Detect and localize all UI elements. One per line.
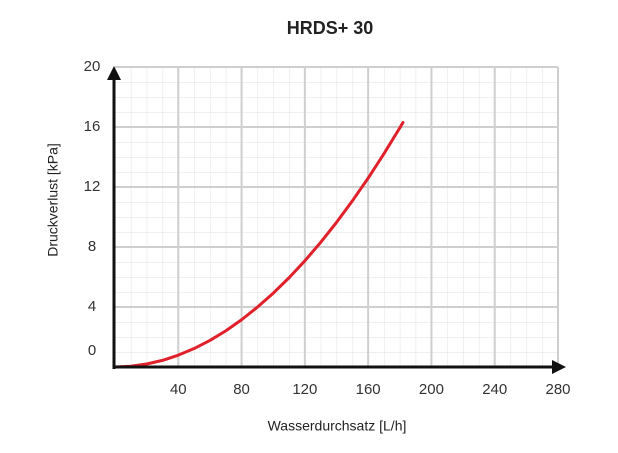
x-axis-arrow — [552, 360, 566, 374]
plot-layer — [113, 121, 405, 369]
x-tick-label: 280 — [545, 381, 570, 398]
minor-grid — [115, 67, 558, 367]
x-tick-label: 200 — [419, 381, 444, 398]
chart-title: HRDS+ 30 — [287, 18, 374, 38]
x-tick-label: 40 — [170, 381, 187, 398]
y-tick-label: 12 — [84, 178, 101, 195]
data-line — [113, 121, 405, 369]
y-axis-arrow — [107, 66, 121, 80]
x-tick-label: 120 — [292, 381, 317, 398]
grid-layer — [115, 66, 559, 368]
x-tick-label: 80 — [233, 381, 250, 398]
y-tick-label: 8 — [88, 238, 96, 255]
y-axis-label: Druckverlust [kPa] — [45, 143, 61, 257]
y-tick-label: 4 — [88, 298, 96, 315]
x-tick-label: 160 — [356, 381, 381, 398]
y-tick-label: 0 — [88, 342, 96, 359]
y-tick-label: 16 — [84, 118, 101, 135]
x-axis-label: Wasserdurchsatz [L/h] — [268, 418, 407, 434]
y-tick-label: 20 — [84, 58, 101, 75]
x-tick-label: 240 — [482, 381, 507, 398]
